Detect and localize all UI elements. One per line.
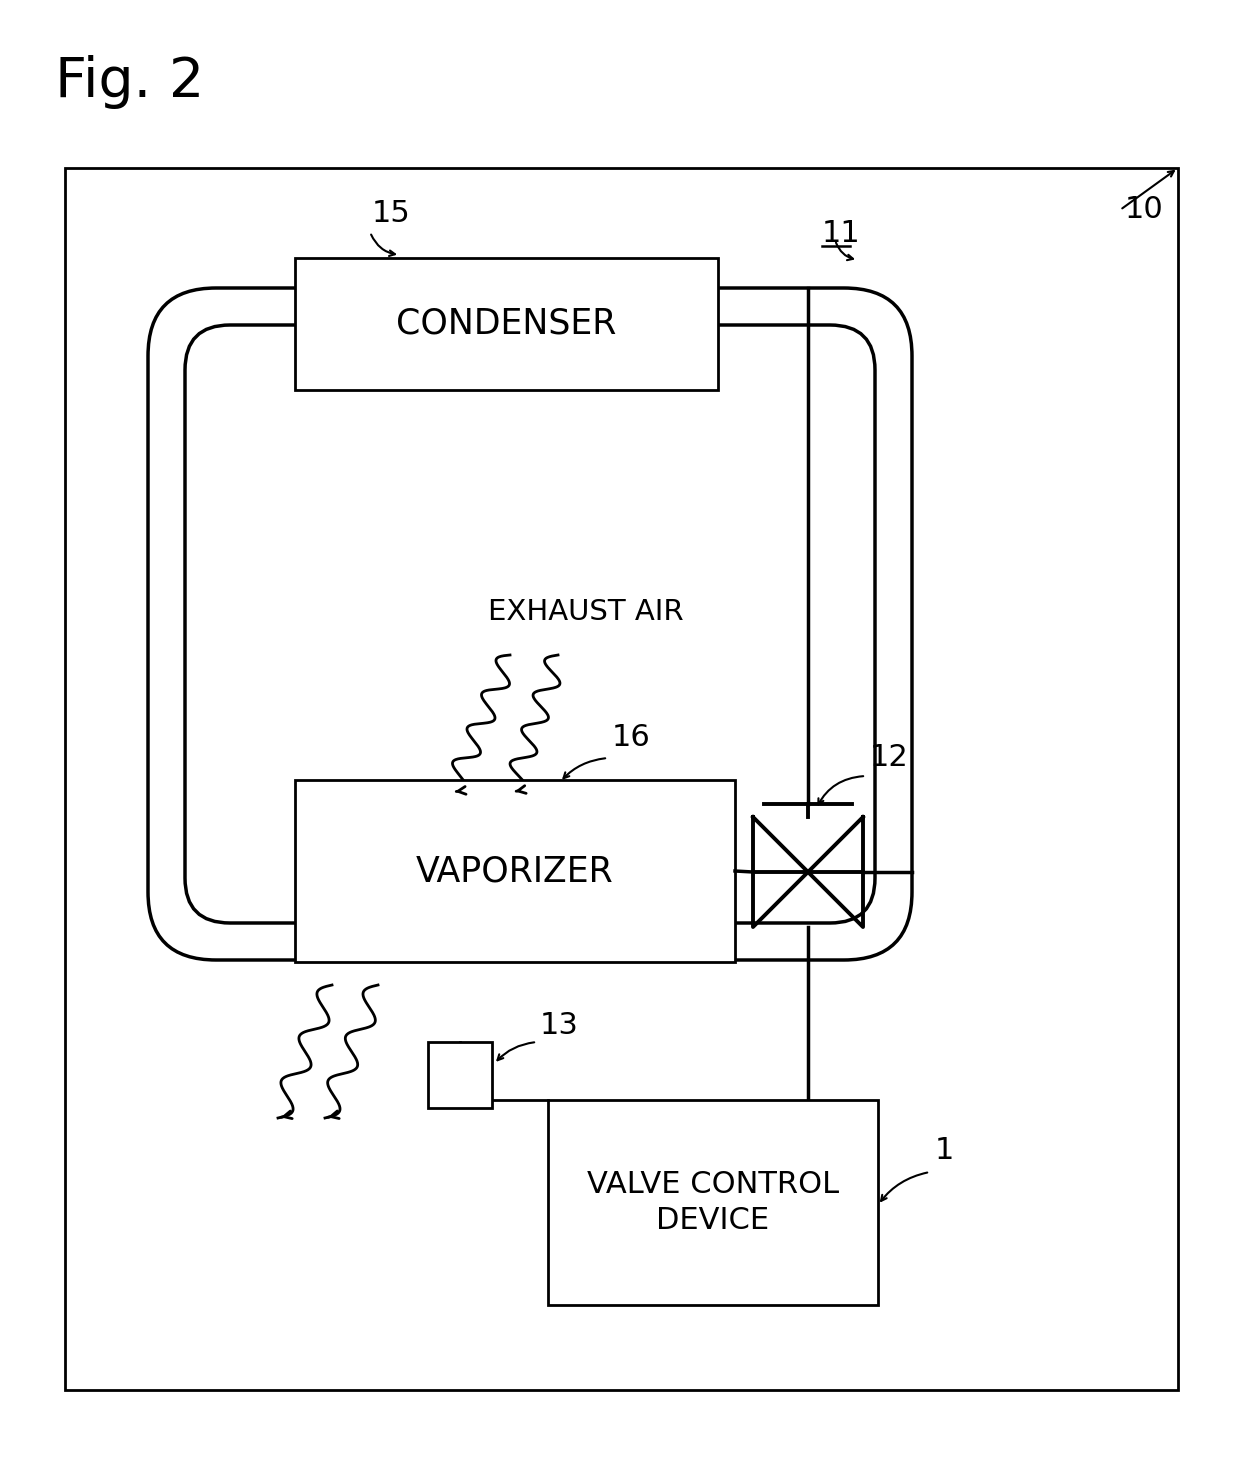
Text: CONDENSER: CONDENSER [397, 308, 616, 342]
Bar [295, 258, 718, 390]
Text: 13: 13 [539, 1011, 579, 1041]
Bar [64, 168, 1178, 1390]
Bar [295, 780, 735, 963]
Text: 1: 1 [935, 1136, 955, 1164]
Text: VALVE CONTROL: VALVE CONTROL [587, 1170, 839, 1200]
Text: DEVICE: DEVICE [656, 1206, 770, 1235]
Text: 10: 10 [1125, 194, 1164, 224]
Text: 11: 11 [822, 219, 861, 247]
Text: 12: 12 [870, 743, 909, 771]
Text: EXHAUST AIR: EXHAUST AIR [489, 598, 683, 626]
Bar [428, 1042, 492, 1108]
Text: Fig. 2: Fig. 2 [55, 54, 205, 109]
Text: 16: 16 [613, 723, 651, 752]
Text: 15: 15 [372, 199, 410, 228]
Text: VAPORIZER: VAPORIZER [417, 854, 614, 888]
Bar [548, 1100, 878, 1306]
